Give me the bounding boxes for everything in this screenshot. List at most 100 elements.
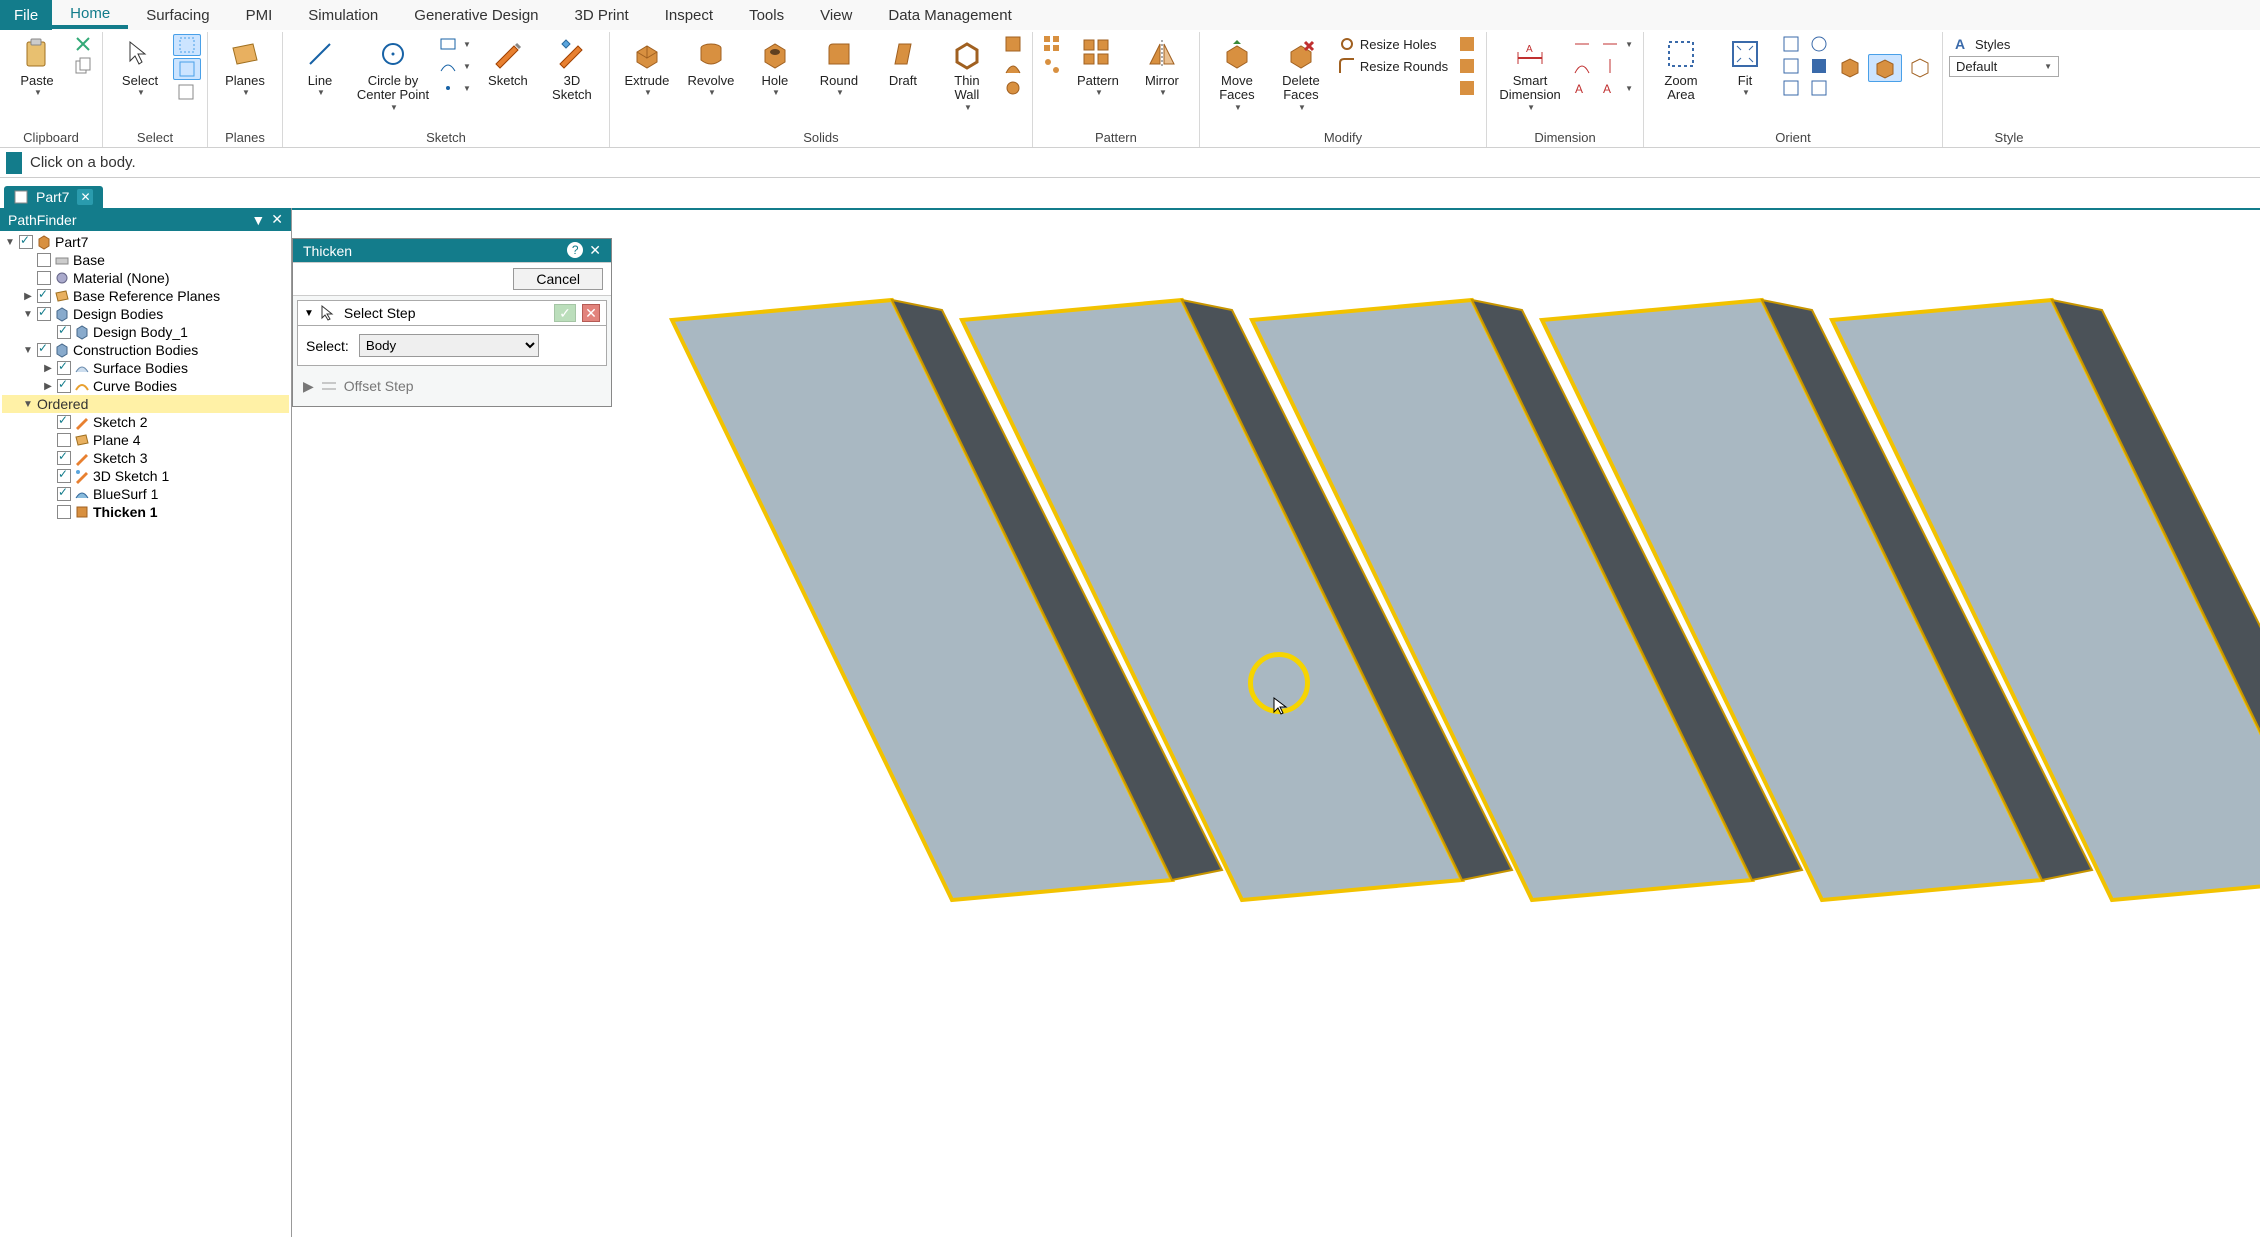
dim-a[interactable] <box>1569 34 1595 54</box>
select-box-b[interactable] <box>173 58 201 80</box>
tree-caret-icon[interactable] <box>42 453 54 464</box>
resizerounds-button[interactable]: Resize Rounds <box>1334 56 1452 76</box>
tree-caret-icon[interactable]: ▶ <box>42 363 54 374</box>
select-dropdown[interactable]: Body <box>359 334 539 357</box>
tree-caret-icon[interactable] <box>42 489 54 500</box>
tab-surfacing[interactable]: Surfacing <box>128 3 227 28</box>
visibility-checkbox[interactable] <box>57 325 71 339</box>
visibility-checkbox[interactable] <box>57 415 71 429</box>
doc-tab[interactable]: Part7 ✕ <box>4 186 103 208</box>
accept-button[interactable]: ✓ <box>554 304 576 322</box>
dim-e[interactable] <box>1597 56 1637 76</box>
zoomarea-button[interactable]: Zoom Area <box>1650 34 1712 105</box>
tree-row[interactable]: Material (None) <box>2 269 289 287</box>
mod-a[interactable] <box>1454 34 1480 54</box>
tree-row[interactable]: ▶Curve Bodies <box>2 377 289 395</box>
deletefaces-button[interactable]: Delete Faces▼ <box>1270 34 1332 114</box>
tree-row[interactable]: ▶Surface Bodies <box>2 359 289 377</box>
dim-f[interactable]: A▼ <box>1597 78 1637 98</box>
tree-caret-icon[interactable] <box>42 417 54 428</box>
fit-button[interactable]: Fit▼ <box>1714 34 1776 99</box>
close-tab-icon[interactable]: ✕ <box>77 189 93 205</box>
sketch-button[interactable]: Sketch <box>477 34 539 90</box>
line-button[interactable]: Line▼ <box>289 34 351 99</box>
visibility-checkbox[interactable] <box>37 253 51 267</box>
tab-home[interactable]: Home <box>52 1 128 29</box>
tree-row[interactable]: Sketch 2 <box>2 413 289 431</box>
visibility-checkbox[interactable] <box>19 235 33 249</box>
tree-row[interactable]: 3D Sketch 1 <box>2 467 289 485</box>
mod-c[interactable] <box>1454 78 1480 98</box>
close-icon[interactable]: ✕ <box>271 211 283 228</box>
pattern-button[interactable]: Pattern▼ <box>1067 34 1129 99</box>
select-step-header[interactable]: ▼ Select Step ✓ ✕ <box>297 300 607 326</box>
tree-row[interactable]: ▼Ordered <box>2 395 289 413</box>
copy-button[interactable] <box>70 56 96 76</box>
tab-datamgmt[interactable]: Data Management <box>870 3 1029 28</box>
cube-c[interactable] <box>1904 54 1936 80</box>
tree-caret-icon[interactable] <box>42 507 54 518</box>
offset-step-header[interactable]: ▶ Offset Step <box>297 372 607 400</box>
mirror-button[interactable]: Mirror▼ <box>1131 34 1193 99</box>
paste-button[interactable]: Paste▼ <box>6 34 68 99</box>
visibility-checkbox[interactable] <box>37 271 51 285</box>
tree-row[interactable]: ▶Base Reference Planes <box>2 287 289 305</box>
round-button[interactable]: Round▼ <box>808 34 870 99</box>
planes-button[interactable]: Planes▼ <box>214 34 276 99</box>
hole-button[interactable]: Hole▼ <box>744 34 806 99</box>
select-box-c[interactable] <box>173 82 201 102</box>
visibility-checkbox[interactable] <box>57 505 71 519</box>
tab-inspect[interactable]: Inspect <box>647 3 731 28</box>
solid-c[interactable] <box>1000 78 1026 98</box>
visibility-checkbox[interactable] <box>57 433 71 447</box>
cut-button[interactable] <box>70 34 96 54</box>
dim-d[interactable]: ▼ <box>1597 34 1637 54</box>
orient-b[interactable] <box>1778 56 1804 76</box>
cube-b[interactable] <box>1868 54 1902 82</box>
tree-caret-icon[interactable] <box>22 255 34 266</box>
tree-caret-icon[interactable] <box>22 273 34 284</box>
tab-pmi[interactable]: PMI <box>228 3 291 28</box>
arc-button[interactable]: ▼ <box>435 56 475 76</box>
tab-generative[interactable]: Generative Design <box>396 3 556 28</box>
tree-row[interactable]: Design Body_1 <box>2 323 289 341</box>
tab-simulation[interactable]: Simulation <box>290 3 396 28</box>
visibility-checkbox[interactable] <box>37 307 51 321</box>
visibility-checkbox[interactable] <box>37 343 51 357</box>
tree-caret-icon[interactable]: ▼ <box>22 399 34 410</box>
visibility-checkbox[interactable] <box>57 487 71 501</box>
mod-b[interactable] <box>1454 56 1480 76</box>
3dsketch-button[interactable]: 3D Sketch <box>541 34 603 105</box>
thinwall-button[interactable]: Thin Wall▼ <box>936 34 998 114</box>
tab-view[interactable]: View <box>802 3 870 28</box>
chevron-down-icon[interactable]: ▼ <box>251 212 265 228</box>
orient-f[interactable] <box>1806 78 1832 98</box>
cancel-button[interactable]: Cancel <box>513 268 603 290</box>
tree-caret-icon[interactable] <box>42 471 54 482</box>
orient-d[interactable] <box>1806 34 1832 54</box>
tree-caret-icon[interactable] <box>42 435 54 446</box>
circle-button[interactable]: Circle by Center Point▼ <box>353 34 433 114</box>
tree-caret-icon[interactable]: ▼ <box>22 309 34 320</box>
tab-3dprint[interactable]: 3D Print <box>557 3 647 28</box>
visibility-checkbox[interactable] <box>57 451 71 465</box>
extrude-button[interactable]: Extrude▼ <box>616 34 678 99</box>
pat-a[interactable] <box>1039 34 1065 54</box>
pat-b[interactable] <box>1039 56 1065 76</box>
revolve-button[interactable]: Revolve▼ <box>680 34 742 99</box>
tree-row[interactable]: Thicken 1 <box>2 503 289 521</box>
rect-button[interactable]: ▼ <box>435 34 475 54</box>
tree-caret-icon[interactable]: ▶ <box>42 381 54 392</box>
visibility-checkbox[interactable] <box>57 379 71 393</box>
draft-button[interactable]: Draft <box>872 34 934 90</box>
tree-row[interactable]: Sketch 3 <box>2 449 289 467</box>
tree-caret-icon[interactable]: ▼ <box>22 345 34 356</box>
style-dropdown[interactable]: Default▼ <box>1949 56 2059 77</box>
resizeholes-button[interactable]: Resize Holes <box>1334 34 1452 54</box>
solid-b[interactable] <box>1000 56 1026 76</box>
orient-e[interactable] <box>1806 56 1832 76</box>
dim-c[interactable]: A <box>1569 78 1595 98</box>
visibility-checkbox[interactable] <box>57 361 71 375</box>
tree-row[interactable]: Plane 4 <box>2 431 289 449</box>
help-icon[interactable]: ? <box>567 242 583 258</box>
